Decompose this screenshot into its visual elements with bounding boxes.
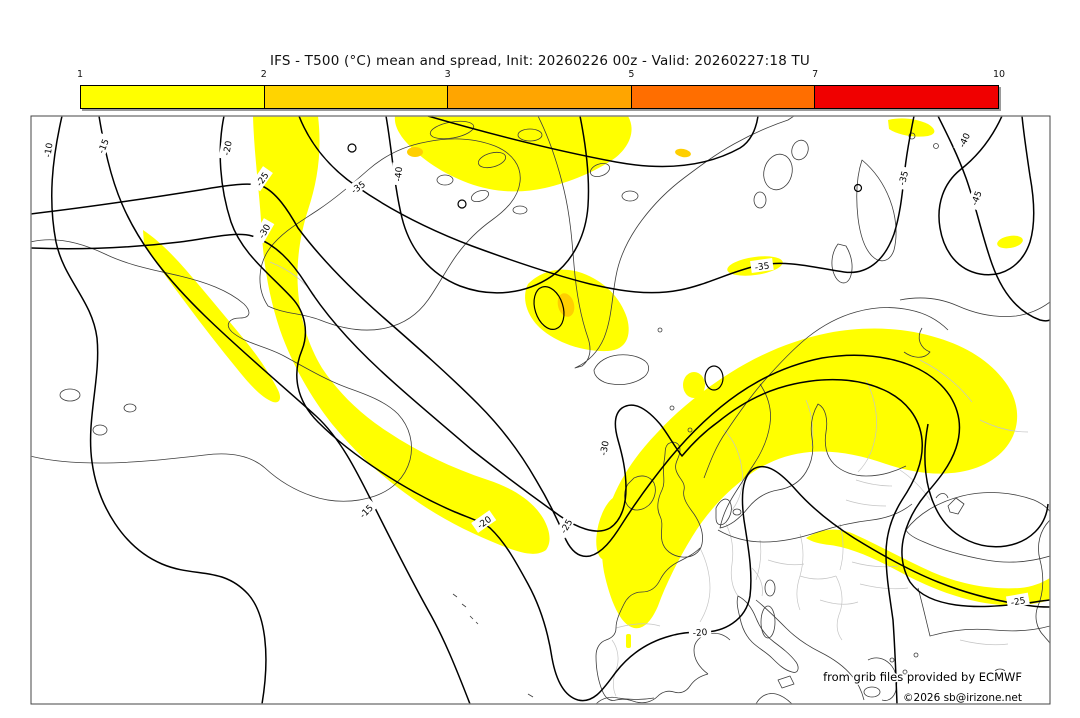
closed-contour [533,286,565,330]
country-borders [269,261,1029,697]
spread-region-2-3 [675,148,691,158]
spread-region-2-3-group [407,147,691,317]
svg-text:-25: -25 [1010,596,1026,608]
contour-minus-20 [219,116,1050,702]
credit-copyright: ©2026 sb@irizone.net [903,692,1022,704]
closed-contour [347,143,357,153]
colorbar-tick: 7 [812,69,819,80]
spread-region-2-3 [557,293,575,317]
spread-region [806,529,1050,606]
spread-region [626,634,631,648]
spread-region-2-3 [407,147,423,157]
contour-minus-25 [31,183,1050,608]
svg-text:-10: -10 [44,142,56,158]
coastlines [31,116,1050,704]
svg-text:-35: -35 [898,170,911,187]
contour-minus-30 [31,233,923,704]
contour-minus-45 [938,116,1035,276]
map-frame [30,115,1051,705]
contour-minus-10 [51,116,267,704]
colorbar-segment-5-7 [631,86,816,108]
spread-region [525,269,629,352]
contour-minus-40 [937,116,1050,322]
contour-label: -30 [595,435,612,460]
contour-label: -45 [966,185,985,211]
contour-minus-35 [298,116,915,294]
svg-text:-35: -35 [754,262,770,274]
credit-source: from grib files provided by ECMWF [823,670,1022,684]
closed-contour [457,199,467,209]
contour-label: -35 [750,258,774,274]
colorbar-tick: 5 [628,69,635,80]
colorbar-tick: 3 [444,69,451,80]
contour-minus-15 [98,116,471,704]
spread-region [683,372,705,398]
colorbar-segment-3-5 [448,86,632,108]
spread-region [602,328,1018,629]
colorbar-segment-7-10 [815,86,998,108]
contour-label: -20 [218,135,235,160]
contour-minus-40 [385,116,590,294]
contour-arctic [427,116,759,168]
contour-label: -40 [390,162,405,186]
spread-region-group [143,116,1050,648]
colorbar-tick: 2 [260,69,267,80]
contour-label: -25 [1005,592,1030,609]
spread-region [997,235,1023,249]
contour-label: -10 [40,138,56,162]
colorbar-tick-labels: 1 2 3 5 7 10 [76,69,1005,81]
contour-label: -20 [688,624,712,639]
svg-text:-40: -40 [394,166,405,182]
svg-text:-20: -20 [692,628,708,639]
colorbar-tick: 1 [76,69,84,80]
spread-region [596,495,628,561]
contour-black-sea [924,423,1049,548]
chart-title: IFS - T500 (°C) mean and spread, Init: 2… [269,53,811,69]
colorbar-segment-2-3 [264,86,449,108]
contour-label-group: -10 -15 -20-25-30-35-40-35-35-40-45-15-20-… [40,127,1030,639]
contour-lines [31,116,1050,704]
spread-region [143,230,281,403]
svg-text:-30: -30 [599,440,611,456]
spread-region [394,116,632,192]
svg-text:-45: -45 [970,190,984,207]
colorbar-tick: 10 [992,69,1006,80]
spread-region [884,419,902,451]
spread-region [253,116,550,554]
closed-contour [704,365,724,391]
contour-label: -35 [893,165,912,191]
colorbar-segment-1-2 [81,86,265,108]
spread-colorbar [80,85,999,109]
closed-contour [853,183,863,193]
svg-text:-20: -20 [222,140,234,156]
